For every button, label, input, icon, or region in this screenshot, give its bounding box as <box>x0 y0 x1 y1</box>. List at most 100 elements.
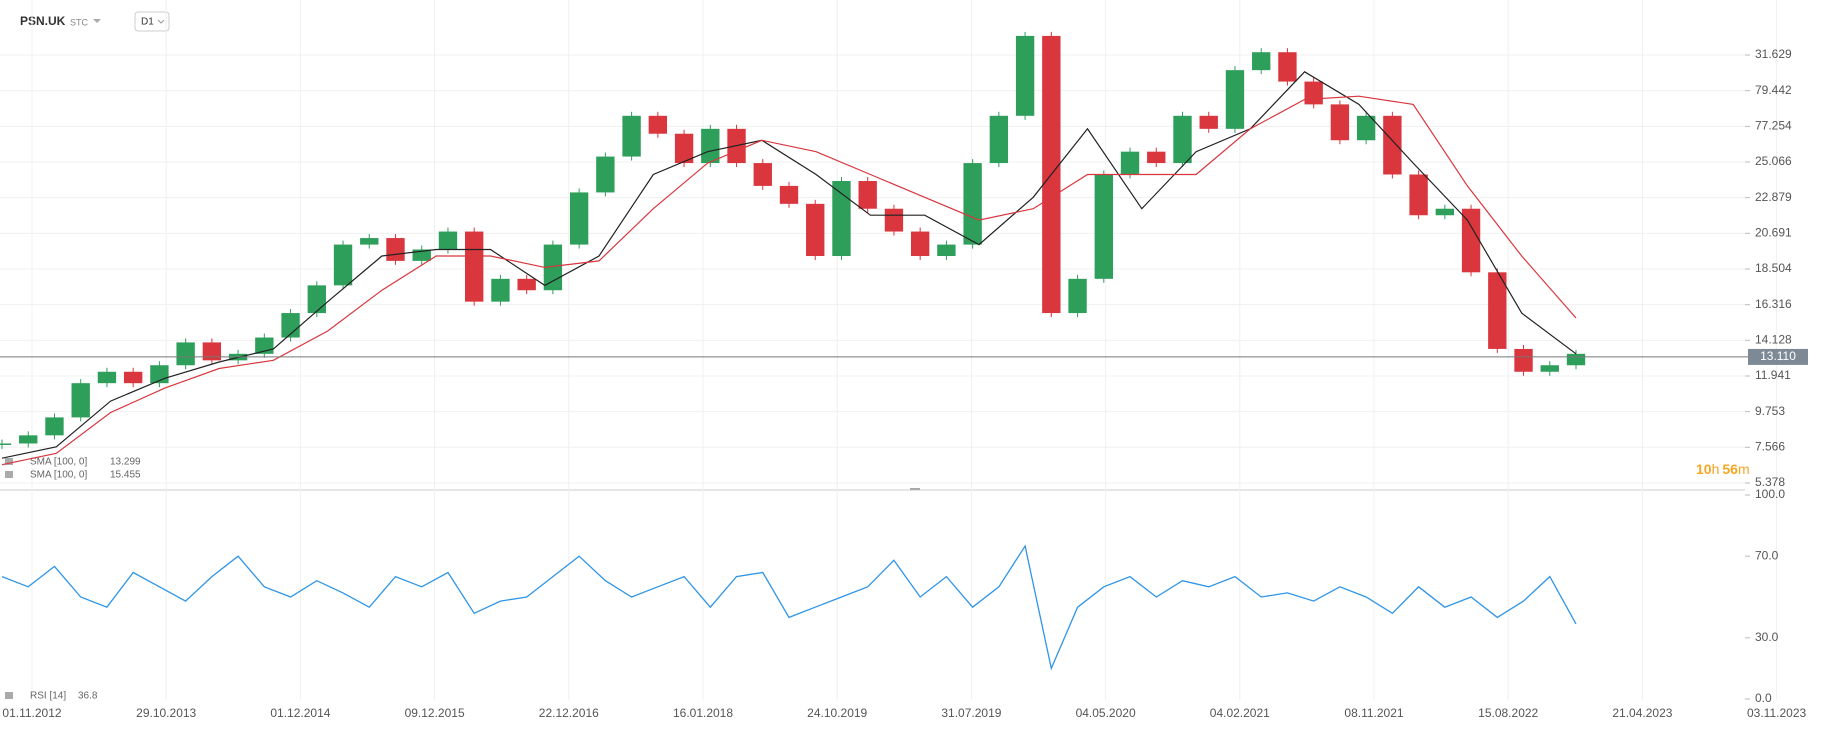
sma-line <box>1 71 1577 459</box>
candle <box>910 231 930 257</box>
candle <box>1147 151 1166 164</box>
x-tick-label: 15.08.2022 <box>1478 706 1538 720</box>
candle <box>202 342 222 361</box>
candle <box>832 181 851 257</box>
candle <box>701 128 720 164</box>
y-tick-label: 14.128 <box>1755 332 1792 346</box>
candle <box>1278 52 1297 82</box>
interval[interactable]: D1 <box>141 17 154 28</box>
y-tick-label: 100.0 <box>1755 487 1785 501</box>
candle <box>333 244 353 286</box>
candle <box>0 443 12 445</box>
candle <box>1094 174 1113 279</box>
x-tick-label: 04.02.2021 <box>1210 706 1270 720</box>
y-tick-label: 70.0 <box>1755 548 1779 562</box>
y-tick-label: 79.442 <box>1755 83 1792 97</box>
x-tick-label: 16.01.2018 <box>673 706 733 720</box>
x-tick-label: 21.04.2023 <box>1612 706 1672 720</box>
candle <box>1409 174 1428 216</box>
candle <box>884 208 904 232</box>
candle <box>937 244 956 257</box>
session-timer: 10h 56m <box>1696 461 1750 477</box>
dropdown-arrow <box>157 19 165 24</box>
candle <box>648 115 668 134</box>
x-tick-label: 01.11.2012 <box>2 706 61 720</box>
x-tick-label: 29.10.2013 <box>136 706 196 720</box>
x-tick-label: 04.05.2020 <box>1076 706 1136 720</box>
legend-name: RSI [14] <box>30 691 66 702</box>
candle <box>71 383 90 418</box>
dropdown-arrow[interactable] <box>93 19 101 23</box>
candle <box>438 231 458 250</box>
candle <box>1199 115 1218 129</box>
y-tick-label: 11.941 <box>1755 368 1791 382</box>
candle <box>386 238 405 261</box>
candle <box>517 278 536 291</box>
candle <box>806 203 825 257</box>
legend-name: SMA [100, 0] <box>30 457 87 468</box>
candle <box>779 185 799 204</box>
candle <box>1514 348 1533 372</box>
candle <box>1252 52 1271 71</box>
candle <box>674 133 694 164</box>
interval-select[interactable] <box>134 11 170 32</box>
y-tick-label: 25.066 <box>1755 154 1792 168</box>
y-tick-label: 22.879 <box>1755 190 1792 204</box>
candle <box>123 371 143 384</box>
candle <box>569 192 589 245</box>
timer-minutes: 56 <box>1722 461 1738 477</box>
sma-line <box>1 95 1577 466</box>
x-tick-label: 22.12.2016 <box>539 706 599 720</box>
candle <box>963 163 982 245</box>
candle <box>176 342 195 366</box>
y-tick-label: 0.0 <box>1755 691 1772 705</box>
legend-value: 36.8 <box>78 691 98 702</box>
x-tick-label: 03.11.2023 <box>1747 706 1806 720</box>
legend-value: 13.299 <box>110 457 141 468</box>
candle <box>1330 104 1350 141</box>
y-tick-label: 20.691 <box>1755 225 1792 239</box>
candle <box>360 238 379 245</box>
y-tick-label: 30.0 <box>1755 630 1779 644</box>
panel-resize-handle[interactable] <box>910 488 920 490</box>
y-tick-label: 18.504 <box>1755 261 1792 275</box>
legend-name: SMA [100, 0] <box>30 470 87 481</box>
symbol[interactable]: PSN.UK <box>20 14 66 28</box>
candle <box>1435 208 1455 216</box>
candle <box>1015 35 1035 116</box>
rsi-line <box>1 544 1577 671</box>
y-tick-label: 7.566 <box>1755 439 1785 453</box>
candle <box>1566 353 1586 366</box>
candle <box>989 115 1009 164</box>
candle <box>1356 115 1376 141</box>
candle <box>97 371 117 384</box>
candle <box>1068 278 1087 314</box>
candle <box>1488 272 1507 349</box>
legend-icon <box>5 471 13 478</box>
current-price-box <box>1748 348 1808 365</box>
y-tick-label: 9.753 <box>1755 404 1785 418</box>
candle <box>491 278 510 302</box>
current-price-label: 13.110 <box>1760 349 1796 363</box>
x-tick-label: 31.07.2019 <box>941 706 1001 720</box>
timer-m: m <box>1738 461 1750 477</box>
y-tick-label: 5.378 <box>1755 475 1785 489</box>
candle <box>281 313 300 338</box>
candle <box>307 285 326 314</box>
candle <box>1383 115 1402 175</box>
timer-h: h <box>1712 461 1720 477</box>
timer-hours: 10 <box>1696 461 1712 477</box>
y-tick-label: 77.254 <box>1755 119 1792 133</box>
x-tick-label: 01.12.2014 <box>270 706 330 720</box>
candle <box>1540 365 1559 372</box>
legend-icon <box>5 692 13 699</box>
candle <box>622 115 641 157</box>
x-tick-label: 08.11.2021 <box>1344 706 1403 720</box>
legend-value: 15.455 <box>110 470 141 481</box>
x-tick-label: 09.12.2015 <box>405 706 465 720</box>
y-tick-label: 31.629 <box>1755 47 1792 61</box>
candle <box>596 156 615 193</box>
candle <box>465 231 484 302</box>
